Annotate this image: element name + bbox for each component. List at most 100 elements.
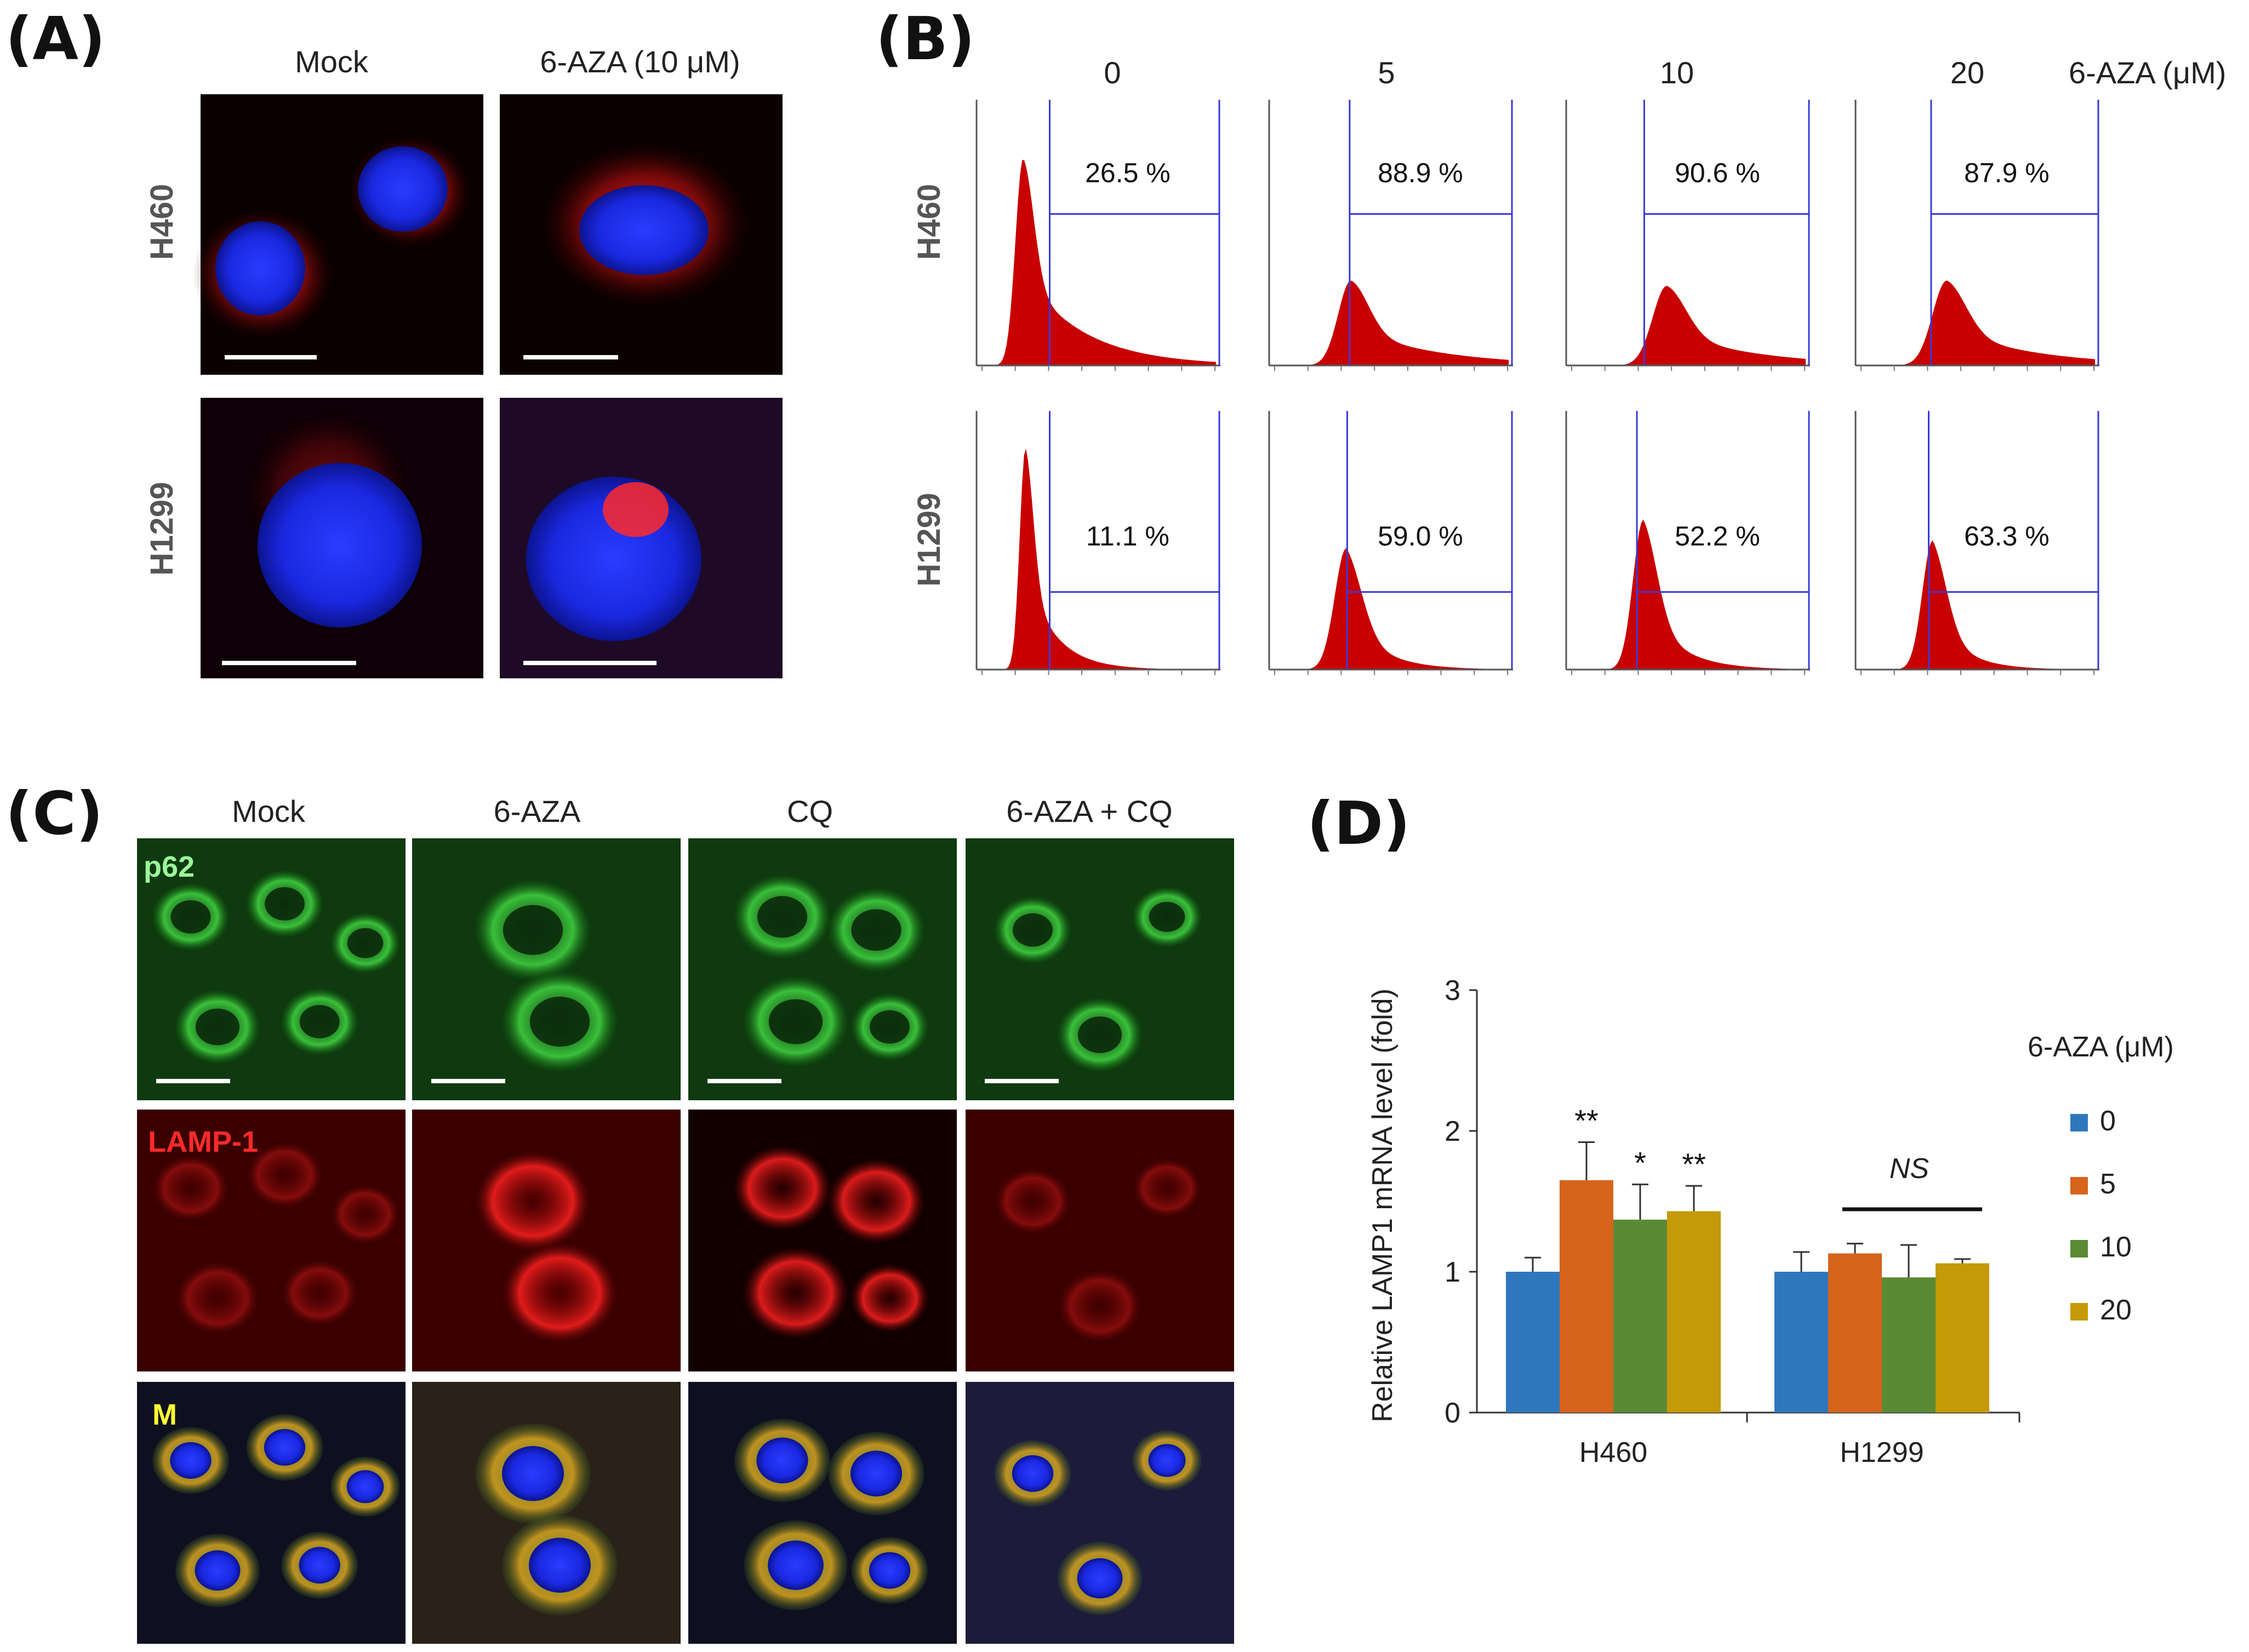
cell-nucleus-blue bbox=[756, 1437, 808, 1484]
y-tick-label: 1 bbox=[1445, 1256, 1460, 1288]
bar bbox=[1882, 1277, 1936, 1413]
cell-nucleus-blue bbox=[528, 1537, 591, 1593]
micrograph-c bbox=[137, 1382, 406, 1644]
cell-nucleus-dark bbox=[870, 1010, 910, 1044]
gate-percentage: 63.3 % bbox=[1964, 521, 2050, 551]
micrograph-a-h1299-6aza bbox=[500, 398, 783, 678]
panel-c-col-header: Mock bbox=[232, 794, 306, 828]
cell-body bbox=[246, 1141, 323, 1209]
cell-body bbox=[1058, 1269, 1142, 1343]
histogram-fill bbox=[1274, 548, 1509, 670]
cell-nucleus-dark bbox=[347, 928, 384, 958]
dose-label: 5 bbox=[1378, 55, 1395, 90]
cell-nucleus-blue bbox=[1148, 1444, 1186, 1477]
cell-nucleus-blue bbox=[768, 1540, 824, 1590]
panel-a-label: (A) bbox=[5, 5, 105, 73]
gate-percentage: 87.9 % bbox=[1964, 157, 2050, 188]
panel-a-col-header: 6-AZA (10 μM) bbox=[540, 44, 740, 79]
x-category-label: H460 bbox=[1579, 1437, 1647, 1468]
legend-label: 10 bbox=[2100, 1231, 2132, 1263]
cell-body bbox=[175, 1261, 260, 1335]
cell-body bbox=[281, 1259, 358, 1327]
cell-nucleus-blue bbox=[170, 1442, 212, 1479]
panel-d-label: (D) bbox=[1307, 790, 1410, 858]
dose-label: 10 bbox=[1660, 55, 1694, 90]
cell-nucleus-blue bbox=[501, 1446, 564, 1501]
channel-label-p62: p62 bbox=[144, 850, 195, 883]
histogram-fill bbox=[1571, 285, 1806, 365]
cell-body bbox=[330, 1184, 400, 1244]
gate-percentage: 11.1 % bbox=[1086, 521, 1169, 551]
micrograph-c bbox=[688, 838, 957, 1100]
cell-nucleus-blue bbox=[869, 1552, 911, 1589]
cell-nucleus-blue bbox=[299, 1547, 340, 1584]
gate-percentage: 88.9 % bbox=[1378, 157, 1463, 188]
significance-marker: ** bbox=[1574, 1104, 1599, 1138]
cell-body bbox=[994, 1168, 1071, 1235]
cell-nucleus-blue bbox=[1012, 1455, 1054, 1492]
cell-nucleus-dark bbox=[851, 909, 901, 951]
immunofluorescence-grid bbox=[137, 838, 1234, 1644]
cell-nucleus-dark bbox=[757, 896, 808, 938]
micrograph-c bbox=[137, 1110, 406, 1371]
y-tick-label: 2 bbox=[1445, 1116, 1460, 1147]
dose-label: 20 bbox=[1950, 55, 1984, 90]
cell-body bbox=[828, 1159, 924, 1243]
y-axis-label: Relative LAMP1 mRNA level (fold) bbox=[1367, 988, 1399, 1422]
dose-unit-label: 6-AZA (μM) bbox=[2069, 55, 2226, 90]
micrograph-a-h460-mock bbox=[193, 94, 483, 375]
cell-body bbox=[734, 1146, 830, 1230]
cell-nucleus-blue bbox=[1077, 1558, 1123, 1599]
micrograph-c bbox=[966, 1110, 1234, 1371]
histogram-fill bbox=[1274, 281, 1509, 365]
cell-nucleus-dark bbox=[170, 900, 211, 934]
bar bbox=[1774, 1272, 1828, 1413]
significance-marker: ** bbox=[1682, 1147, 1706, 1181]
significance-marker: * bbox=[1634, 1146, 1646, 1180]
panel-c-label: (C) bbox=[5, 780, 103, 848]
cell-nucleus-dark bbox=[1013, 913, 1053, 947]
panel-b-row-header: H1299 bbox=[911, 493, 947, 587]
histogram-fill bbox=[1860, 281, 2095, 365]
legend-swatch bbox=[2070, 1240, 2088, 1257]
panel-a-col-header: Mock bbox=[295, 44, 369, 79]
panel-b-label: (B) bbox=[876, 5, 975, 73]
cell-body bbox=[475, 1151, 591, 1251]
bar bbox=[1560, 1180, 1613, 1413]
panel-c-col-header: 6-AZA + CQ bbox=[1006, 794, 1172, 828]
cell-nucleus-dark bbox=[529, 997, 590, 1047]
panel-c-col-header: 6-AZA bbox=[494, 794, 581, 828]
bar bbox=[1667, 1211, 1721, 1413]
gate-percentage: 90.6 % bbox=[1675, 157, 1760, 188]
gate-percentage: 59.0 % bbox=[1378, 521, 1463, 551]
micrograph-c bbox=[137, 838, 406, 1100]
x-category-label: H1299 bbox=[1840, 1437, 1923, 1468]
cell-body bbox=[1132, 1158, 1202, 1219]
cell-nucleus-dark bbox=[265, 887, 305, 921]
dose-label: 0 bbox=[1104, 55, 1121, 90]
cell-body bbox=[152, 1154, 229, 1222]
cell-nucleus-dark bbox=[768, 999, 823, 1044]
micrograph-c bbox=[966, 838, 1234, 1100]
cell-nucleus-dark bbox=[195, 1008, 240, 1045]
bar bbox=[1828, 1253, 1882, 1413]
cell-body bbox=[502, 1243, 618, 1343]
y-tick-label: 0 bbox=[1445, 1397, 1460, 1429]
cell-nucleus-blue bbox=[195, 1550, 241, 1591]
gate-percentage: 52.2 % bbox=[1675, 521, 1760, 551]
panel-a-row-header: H460 bbox=[144, 184, 180, 260]
legend-swatch bbox=[2070, 1303, 2088, 1321]
histogram-fill bbox=[1571, 519, 1806, 670]
micrograph-background bbox=[688, 1382, 957, 1644]
cell-body bbox=[851, 1265, 928, 1331]
channel-label-merge: M bbox=[152, 1398, 177, 1431]
bar bbox=[1613, 1219, 1667, 1413]
micrograph-a-h460-6aza bbox=[500, 94, 783, 375]
micrograph-background bbox=[688, 838, 957, 1100]
legend-swatch bbox=[2070, 1177, 2088, 1194]
bar bbox=[1506, 1272, 1560, 1413]
micrograph-c bbox=[966, 1382, 1234, 1644]
